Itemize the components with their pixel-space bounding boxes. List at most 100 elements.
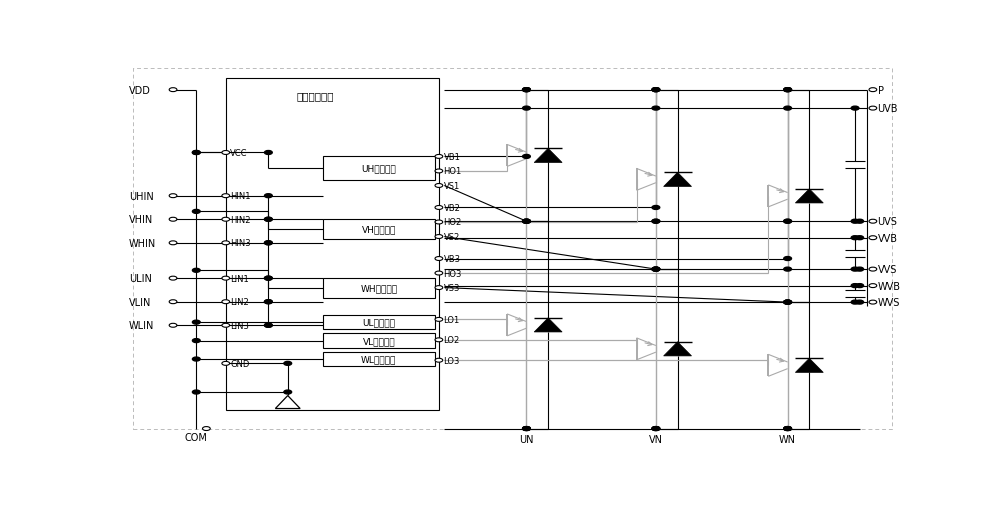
Text: UHIN: UHIN: [129, 191, 154, 201]
Circle shape: [192, 269, 200, 273]
Circle shape: [784, 89, 792, 93]
Circle shape: [856, 284, 864, 288]
Circle shape: [169, 89, 177, 93]
Circle shape: [523, 427, 530, 431]
Circle shape: [652, 268, 660, 271]
Circle shape: [523, 427, 530, 431]
Circle shape: [652, 427, 660, 431]
Circle shape: [222, 324, 230, 328]
Circle shape: [222, 218, 230, 222]
Circle shape: [856, 220, 864, 224]
Text: UL驱动电路: UL驱动电路: [362, 318, 395, 327]
Circle shape: [192, 151, 200, 155]
Circle shape: [869, 89, 877, 93]
Circle shape: [264, 218, 272, 222]
Circle shape: [222, 276, 230, 280]
Circle shape: [435, 271, 443, 275]
Text: LO1: LO1: [444, 315, 460, 324]
Text: VVB: VVB: [878, 233, 898, 243]
Circle shape: [264, 300, 272, 304]
Circle shape: [523, 89, 530, 93]
Text: HO2: HO2: [444, 218, 462, 227]
Circle shape: [222, 194, 230, 198]
Text: WN: WN: [779, 434, 796, 444]
Text: VVS: VVS: [878, 265, 897, 274]
Circle shape: [784, 107, 792, 111]
Circle shape: [784, 300, 792, 304]
Circle shape: [169, 241, 177, 245]
Bar: [323, 220, 435, 239]
Circle shape: [784, 220, 792, 224]
Circle shape: [523, 89, 530, 93]
Circle shape: [222, 241, 230, 245]
Circle shape: [435, 206, 443, 210]
Circle shape: [784, 89, 792, 93]
Circle shape: [869, 236, 877, 240]
Circle shape: [264, 218, 272, 222]
Circle shape: [435, 318, 443, 322]
Text: VB2: VB2: [444, 204, 460, 213]
Circle shape: [784, 427, 792, 431]
Circle shape: [169, 218, 177, 222]
Text: COM: COM: [185, 432, 208, 442]
Circle shape: [264, 151, 272, 155]
Polygon shape: [664, 342, 692, 356]
Circle shape: [784, 300, 792, 304]
Circle shape: [652, 268, 660, 271]
Circle shape: [222, 151, 230, 155]
Circle shape: [784, 300, 792, 304]
Circle shape: [869, 284, 877, 288]
Circle shape: [851, 107, 859, 111]
Text: VH驱动电路: VH驱动电路: [362, 225, 396, 234]
Text: VCC: VCC: [230, 149, 248, 158]
Text: LO2: LO2: [444, 335, 460, 345]
Text: WHIN: WHIN: [129, 238, 156, 248]
Circle shape: [652, 220, 660, 224]
Circle shape: [435, 169, 443, 174]
Text: P: P: [878, 86, 884, 96]
Circle shape: [264, 276, 272, 280]
Circle shape: [435, 155, 443, 159]
Text: HIN1: HIN1: [230, 192, 251, 201]
Text: WH驱动电路: WH驱动电路: [360, 284, 397, 293]
Circle shape: [851, 284, 859, 288]
Circle shape: [169, 276, 177, 280]
Circle shape: [523, 427, 530, 431]
Text: VL驱动电路: VL驱动电路: [362, 336, 395, 345]
Circle shape: [435, 220, 443, 224]
Text: VS1: VS1: [444, 182, 460, 190]
Text: HO3: HO3: [444, 269, 462, 278]
Circle shape: [264, 241, 272, 245]
Circle shape: [435, 235, 443, 239]
Text: UN: UN: [519, 434, 534, 444]
Circle shape: [435, 338, 443, 342]
Bar: [323, 157, 435, 181]
Circle shape: [869, 220, 877, 224]
Text: HO1: HO1: [444, 167, 462, 176]
Circle shape: [869, 268, 877, 271]
Circle shape: [284, 362, 292, 365]
Polygon shape: [795, 358, 823, 373]
Polygon shape: [795, 189, 823, 204]
Circle shape: [851, 220, 859, 224]
Circle shape: [169, 194, 177, 198]
Text: LIN2: LIN2: [230, 298, 249, 306]
Circle shape: [652, 427, 660, 431]
Text: HIN2: HIN2: [230, 215, 251, 224]
Circle shape: [169, 324, 177, 328]
Circle shape: [202, 427, 210, 431]
Text: UVB: UVB: [878, 104, 898, 114]
Circle shape: [851, 236, 859, 240]
Polygon shape: [534, 149, 562, 163]
Circle shape: [264, 324, 272, 328]
Text: ULIN: ULIN: [129, 274, 152, 284]
Circle shape: [652, 268, 660, 271]
Circle shape: [856, 300, 864, 304]
Circle shape: [851, 268, 859, 271]
Circle shape: [222, 300, 230, 304]
Text: GND: GND: [230, 359, 250, 368]
Circle shape: [652, 268, 660, 271]
Polygon shape: [664, 173, 692, 187]
Circle shape: [192, 210, 200, 214]
Circle shape: [435, 358, 443, 362]
